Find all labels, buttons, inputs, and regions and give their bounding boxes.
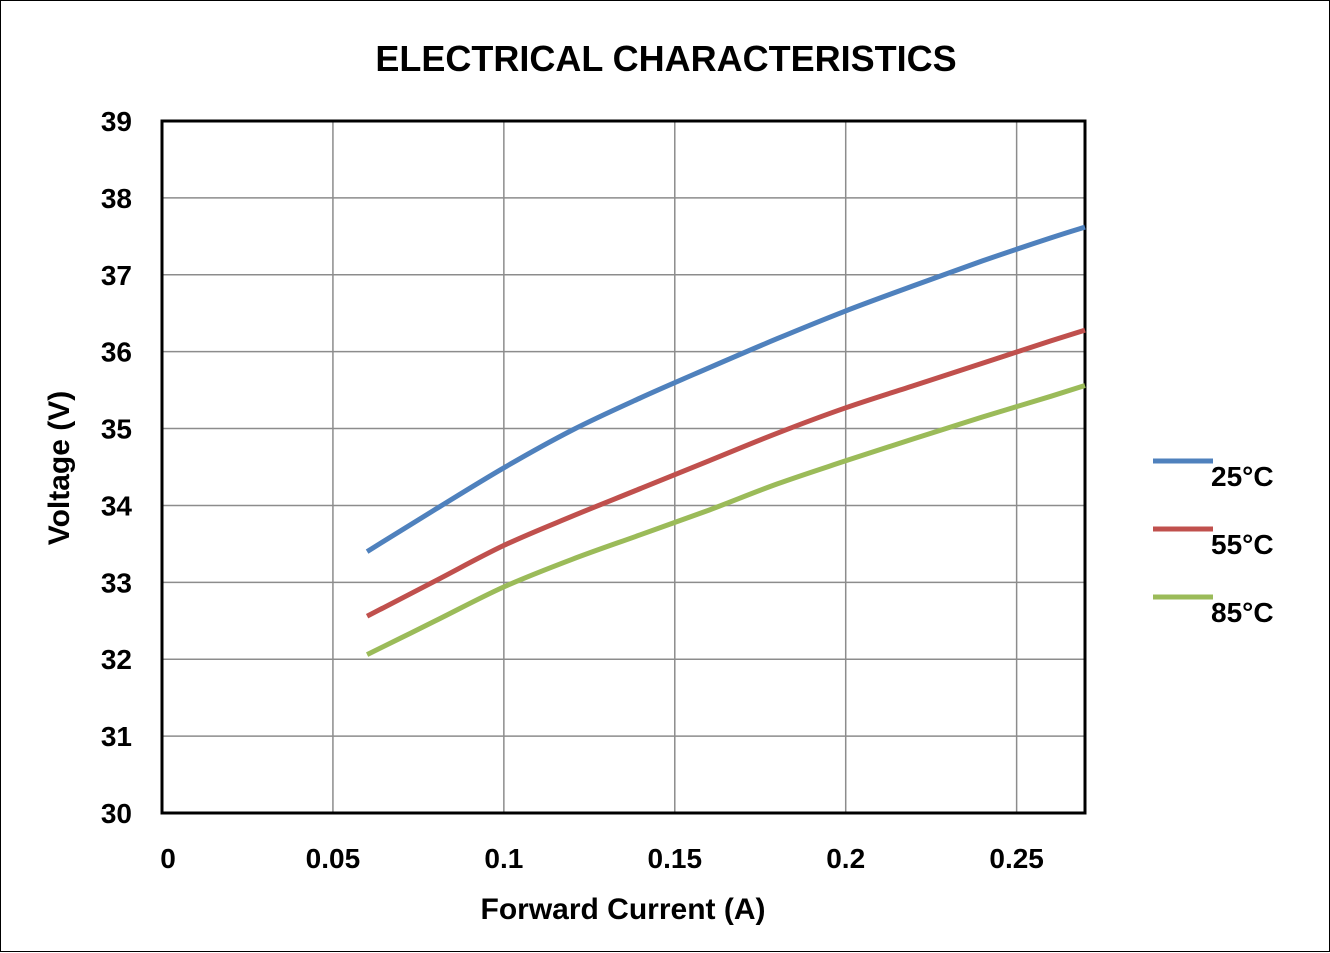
legend-label: 85°C [1211, 597, 1274, 628]
y-tick-label: 37 [101, 260, 132, 291]
y-tick-label: 32 [101, 644, 132, 675]
y-tick-label: 33 [101, 567, 132, 598]
x-tick-label: 0 [160, 843, 176, 874]
series-lines [365, 224, 1086, 657]
x-axis-ticks: 0 0.05 0.1 0.15 0.2 0.25 [160, 843, 1044, 874]
series-line-1 [365, 327, 1086, 619]
y-axis-label: Voltage (V) [43, 391, 76, 545]
chart-title: ELECTRICAL CHARACTERISTICS [375, 38, 956, 79]
grid-lines [162, 121, 1085, 813]
x-tick-label: 0.2 [826, 843, 865, 874]
x-tick-label: 0.15 [648, 843, 703, 874]
y-tick-label: 39 [101, 106, 132, 137]
y-tick-label: 36 [101, 337, 132, 368]
series-line-0 [365, 224, 1086, 554]
x-tick-label: 0.25 [989, 843, 1044, 874]
y-tick-label: 38 [101, 183, 132, 214]
x-tick-label: 0.05 [306, 843, 361, 874]
x-tick-label: 0.1 [484, 843, 523, 874]
y-tick-label: 31 [101, 721, 132, 752]
legend: 25°C 55°C 85°C [1153, 458, 1274, 628]
plot-area-border [160, 119, 1087, 815]
y-axis-ticks: 30 31 32 33 34 35 36 37 38 39 [101, 106, 133, 829]
y-tick-label: 30 [101, 798, 132, 829]
series-line-2 [365, 383, 1086, 657]
legend-label: 55°C [1211, 529, 1274, 560]
y-tick-label: 34 [101, 490, 133, 521]
y-tick-label: 35 [101, 414, 132, 445]
legend-label: 25°C [1211, 461, 1274, 492]
x-axis-label: Forward Current (A) [481, 893, 766, 926]
